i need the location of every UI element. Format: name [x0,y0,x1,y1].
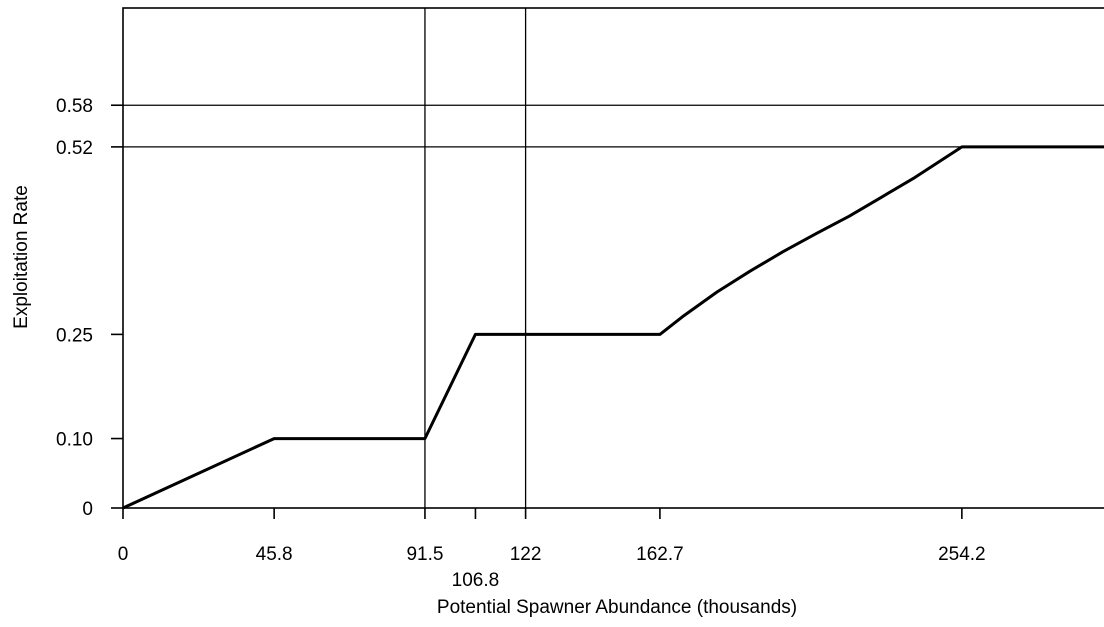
y-axis-title: Exploitation Rate [11,185,32,329]
y-tick-label: 0 [82,499,93,520]
y-tick-label: 0.10 [56,430,93,451]
x-tick-label: 254.2 [938,544,986,565]
x-tick-label: 122 [510,544,542,565]
y-axis: 0 0.10 0.25 0.52 0.58 [56,96,123,520]
x-axis: 0 45.8 91.5 106.8 122 162.7 254.2 [118,508,986,591]
y-tick-label: 0.52 [56,138,93,159]
x-tick-label: 45.8 [256,544,293,565]
y-tick-label: 0.58 [56,96,93,117]
x-tick-label: 106.8 [452,570,500,591]
reference-lines [123,8,1104,508]
x-tick-label: 0 [118,544,129,565]
x-axis-title: Potential Spawner Abundance (thousands) [437,597,797,618]
x-tick-label: 162.7 [636,544,684,565]
y-tick-label: 0.25 [56,325,93,346]
series-line [122,145,1104,510]
plot-frame [122,7,1104,509]
x-tick-label: 91.5 [406,544,443,565]
